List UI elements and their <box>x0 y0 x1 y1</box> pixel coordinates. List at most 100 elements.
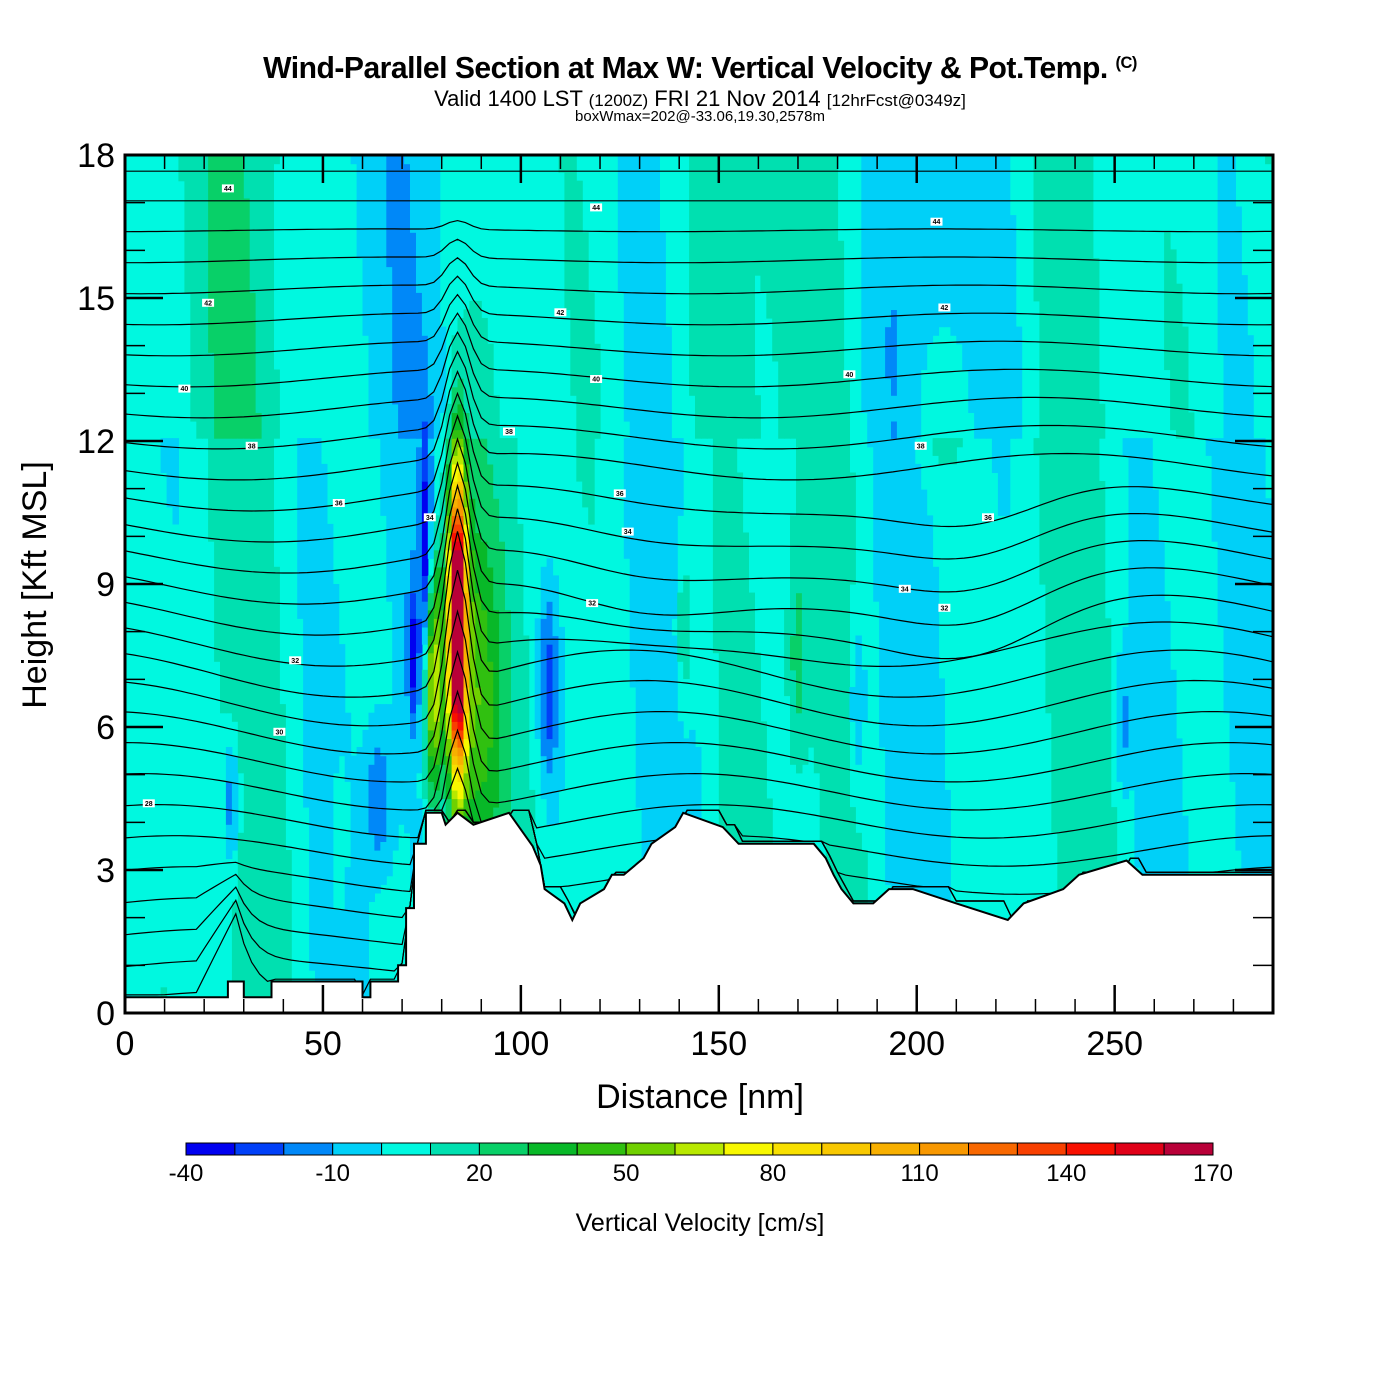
field-cell <box>398 438 405 825</box>
field-cell <box>641 155 649 920</box>
field-cell <box>231 155 239 439</box>
field-cell <box>457 549 464 714</box>
field-cell <box>950 155 957 336</box>
field-cell <box>742 532 749 1013</box>
field-cell <box>914 463 922 1013</box>
colorbar-tick-label: 110 <box>900 1160 938 1187</box>
colorbar-segment <box>185 1142 236 1156</box>
field-cell <box>481 438 488 542</box>
theta-contour <box>125 508 1273 667</box>
field-cell <box>225 438 233 714</box>
field-cell <box>445 798 453 825</box>
theta-contour <box>125 728 1273 839</box>
field-cell <box>784 155 791 439</box>
theta-contour <box>125 766 1273 867</box>
contour-label: 36 <box>616 491 624 498</box>
contour-label-box <box>332 499 345 507</box>
colorbar-segment <box>527 1142 578 1156</box>
field-cell <box>926 155 934 345</box>
field-cell <box>932 438 940 456</box>
field-cell <box>350 155 358 165</box>
field-cell <box>790 669 797 765</box>
chart-title: Wind-Parallel Section at Max W: Vertical… <box>21 50 1379 86</box>
field-cell <box>873 155 880 602</box>
field-cell <box>665 326 672 1013</box>
colorbar-segment <box>1016 1142 1067 1156</box>
field-cell <box>505 609 512 1013</box>
field-cell <box>1098 403 1106 439</box>
field-cell <box>457 429 464 439</box>
field-cell <box>754 652 761 1013</box>
contour-label: 40 <box>592 377 600 384</box>
field-cell <box>1122 438 1130 456</box>
field-cell <box>1217 438 1225 628</box>
field-cell <box>855 635 862 765</box>
field-cell <box>1265 155 1272 165</box>
field-cell <box>457 781 464 800</box>
field-cell <box>457 446 464 465</box>
field-cell <box>457 721 464 731</box>
field-cell <box>1164 232 1171 371</box>
colorbar-segment <box>1114 1142 1165 1156</box>
field-cell <box>885 378 892 885</box>
field-cell <box>457 712 464 722</box>
field-cell <box>321 463 328 1013</box>
field-cell <box>457 532 464 542</box>
x-tick-label: 0 <box>116 1025 135 1063</box>
field-cell <box>433 592 441 619</box>
field-cell <box>457 472 464 482</box>
field-cell <box>920 489 928 1013</box>
field-cell <box>421 626 429 645</box>
terrain-profile <box>125 811 1273 1013</box>
field-cell <box>166 438 174 508</box>
colorbar-segment <box>674 1142 725 1156</box>
field-cell <box>255 155 263 413</box>
field-cell <box>582 232 589 508</box>
field-cell <box>938 678 945 1013</box>
field-cell <box>439 609 447 731</box>
contour-label-box <box>289 656 302 665</box>
field-cell <box>968 155 975 413</box>
field-cell <box>1098 481 1106 1013</box>
contour-label-box <box>590 375 603 383</box>
field-cell <box>1205 438 1213 456</box>
contour-label: 38 <box>505 429 513 436</box>
field-cell <box>404 155 411 165</box>
field-cell <box>1211 438 1219 542</box>
theta-contour <box>125 330 1273 419</box>
field-cell <box>225 747 233 782</box>
field-cell <box>457 463 464 474</box>
field-cell <box>1176 283 1183 439</box>
field-cell <box>451 772 459 791</box>
field-cell <box>867 155 874 448</box>
field-cell <box>831 155 839 963</box>
field-cell <box>499 541 506 980</box>
contour-label: 40 <box>181 386 189 393</box>
field-cell <box>243 155 251 199</box>
theta-contour <box>125 312 1273 388</box>
field-cell <box>451 721 459 731</box>
field-cell <box>1217 155 1225 353</box>
field-cell <box>172 438 179 525</box>
field-cell <box>487 343 494 465</box>
field-cell <box>445 618 453 654</box>
field-cell <box>754 155 761 276</box>
theta-contour <box>125 293 1273 357</box>
field-cell <box>1092 258 1100 1013</box>
field-cell <box>356 155 364 259</box>
field-cell <box>475 687 482 705</box>
contour-label: 44 <box>933 219 941 226</box>
theta-contour <box>125 689 1273 811</box>
field-cell <box>463 506 470 525</box>
field-cell <box>451 549 459 705</box>
contour-label-box <box>178 384 191 393</box>
contour-label-box <box>586 599 599 608</box>
field-cell <box>742 155 749 439</box>
field-cell <box>433 155 441 439</box>
field-cell <box>796 155 803 594</box>
subtitle-forecast: [12hrFcst@0349z] <box>826 91 966 110</box>
field-cell <box>1158 541 1165 1013</box>
field-cell <box>451 498 459 508</box>
field-cell <box>825 155 833 902</box>
field-cell <box>487 566 494 662</box>
